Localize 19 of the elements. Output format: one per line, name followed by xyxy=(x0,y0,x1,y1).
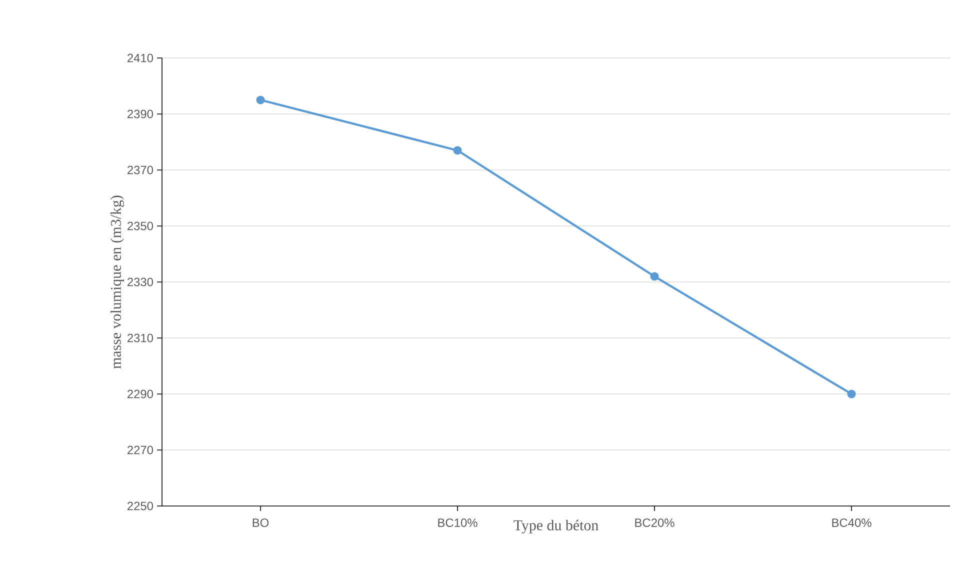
y-tick-label: 2270 xyxy=(127,446,154,454)
y-tick-label: 2250 xyxy=(127,502,154,510)
x-tick-label: BC20% xyxy=(635,518,674,527)
y-tick-label: 2410 xyxy=(127,54,154,62)
point xyxy=(847,390,856,398)
x-axis-title: Type du béton xyxy=(514,520,598,534)
point xyxy=(453,146,462,155)
y-axis-title: masse volumique en (m3/kg) xyxy=(110,196,124,369)
x-tick-label: BC40% xyxy=(832,518,872,527)
x-tick-label: BO xyxy=(252,518,269,527)
y-tick-label: 2370 xyxy=(127,166,154,174)
y-tick-label: 2390 xyxy=(127,110,154,118)
y-tick-label: 2330 xyxy=(127,278,154,286)
y-tick-label: 2310 xyxy=(127,334,154,342)
x-tick-label: BC10% xyxy=(438,518,478,527)
point xyxy=(256,96,265,104)
y-tick-label: 2290 xyxy=(127,390,154,398)
point xyxy=(650,272,659,281)
y-tick-label: 2350 xyxy=(127,222,154,230)
